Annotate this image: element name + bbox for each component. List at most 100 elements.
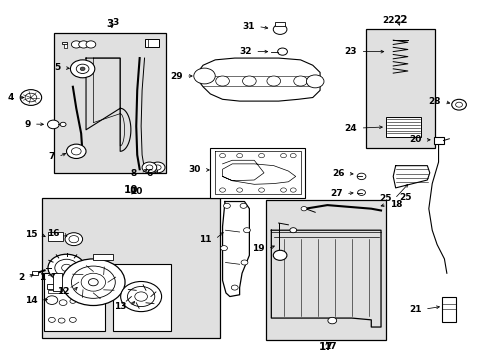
Circle shape xyxy=(88,279,98,286)
Circle shape xyxy=(154,165,161,170)
Circle shape xyxy=(219,188,225,192)
Text: 6: 6 xyxy=(146,169,152,178)
Circle shape xyxy=(356,173,365,180)
Text: 7: 7 xyxy=(48,152,55,161)
Text: 25: 25 xyxy=(398,193,411,202)
Text: 5: 5 xyxy=(54,63,61,72)
Circle shape xyxy=(290,153,296,158)
Circle shape xyxy=(150,162,164,173)
Circle shape xyxy=(79,41,88,48)
Circle shape xyxy=(58,318,65,323)
Circle shape xyxy=(219,153,225,158)
Bar xyxy=(61,41,67,44)
Bar xyxy=(266,200,385,339)
Text: 14: 14 xyxy=(24,296,37,305)
Text: 3: 3 xyxy=(112,18,118,27)
Text: 24: 24 xyxy=(344,123,356,132)
Circle shape xyxy=(243,228,250,233)
Text: 10: 10 xyxy=(123,185,138,195)
Bar xyxy=(64,44,66,48)
Bar xyxy=(43,273,104,330)
Text: 3: 3 xyxy=(106,19,114,29)
Circle shape xyxy=(301,207,306,211)
Text: 28: 28 xyxy=(427,97,440,106)
Text: 27: 27 xyxy=(329,189,342,198)
Bar xyxy=(93,254,113,260)
Circle shape xyxy=(223,203,230,208)
Circle shape xyxy=(80,67,85,71)
Circle shape xyxy=(293,76,307,86)
Circle shape xyxy=(273,250,286,260)
Circle shape xyxy=(215,76,229,86)
Bar xyxy=(32,271,38,275)
Text: 10: 10 xyxy=(129,187,142,196)
Text: 26: 26 xyxy=(331,169,344,178)
Circle shape xyxy=(242,76,256,86)
Bar xyxy=(53,273,62,291)
Text: 25: 25 xyxy=(378,194,390,203)
Circle shape xyxy=(273,24,286,35)
Circle shape xyxy=(86,41,96,48)
Circle shape xyxy=(69,318,76,322)
Text: 9: 9 xyxy=(24,120,30,129)
Circle shape xyxy=(280,153,286,158)
Bar xyxy=(144,40,159,47)
Circle shape xyxy=(48,254,85,282)
Text: 15: 15 xyxy=(25,230,37,239)
Circle shape xyxy=(71,266,115,298)
Circle shape xyxy=(236,153,242,158)
Text: 4: 4 xyxy=(8,93,14,102)
Text: 22: 22 xyxy=(382,16,394,25)
Text: 32: 32 xyxy=(239,47,251,56)
Circle shape xyxy=(48,318,55,322)
Circle shape xyxy=(327,318,336,324)
Circle shape xyxy=(25,93,37,102)
Text: 17: 17 xyxy=(318,342,333,352)
Circle shape xyxy=(81,273,105,291)
Bar xyxy=(48,290,60,293)
Circle shape xyxy=(61,259,125,306)
Circle shape xyxy=(121,282,161,312)
Circle shape xyxy=(46,296,58,305)
Bar xyxy=(275,22,285,26)
Text: 18: 18 xyxy=(389,200,402,209)
Circle shape xyxy=(60,122,66,127)
Text: 20: 20 xyxy=(408,135,421,144)
Bar xyxy=(366,30,434,148)
Text: 23: 23 xyxy=(344,47,356,56)
Text: 30: 30 xyxy=(188,166,201,175)
Circle shape xyxy=(306,75,324,88)
Circle shape xyxy=(289,228,296,233)
Bar xyxy=(441,297,455,321)
Text: 17: 17 xyxy=(324,342,336,351)
Circle shape xyxy=(59,300,67,306)
Bar xyxy=(113,264,171,330)
Circle shape xyxy=(71,148,81,155)
Circle shape xyxy=(142,162,157,173)
Text: 22: 22 xyxy=(392,15,407,26)
Circle shape xyxy=(70,299,76,303)
Circle shape xyxy=(76,64,89,73)
Circle shape xyxy=(258,153,264,158)
Text: 31: 31 xyxy=(242,22,254,31)
Circle shape xyxy=(70,60,95,78)
Text: 19: 19 xyxy=(251,244,264,253)
Text: 2: 2 xyxy=(18,273,24,282)
Circle shape xyxy=(193,68,215,84)
Circle shape xyxy=(66,144,86,158)
Bar xyxy=(385,117,420,137)
Circle shape xyxy=(258,188,264,192)
Bar xyxy=(47,284,69,289)
Circle shape xyxy=(280,188,286,192)
Text: 21: 21 xyxy=(408,305,421,314)
Bar xyxy=(210,148,305,198)
Text: 8: 8 xyxy=(131,169,137,178)
Circle shape xyxy=(231,285,238,290)
Circle shape xyxy=(65,233,82,246)
Circle shape xyxy=(220,246,227,251)
Bar xyxy=(433,137,444,144)
Circle shape xyxy=(277,48,287,55)
Bar xyxy=(48,232,63,241)
Text: 13: 13 xyxy=(114,302,126,311)
Circle shape xyxy=(135,292,147,301)
